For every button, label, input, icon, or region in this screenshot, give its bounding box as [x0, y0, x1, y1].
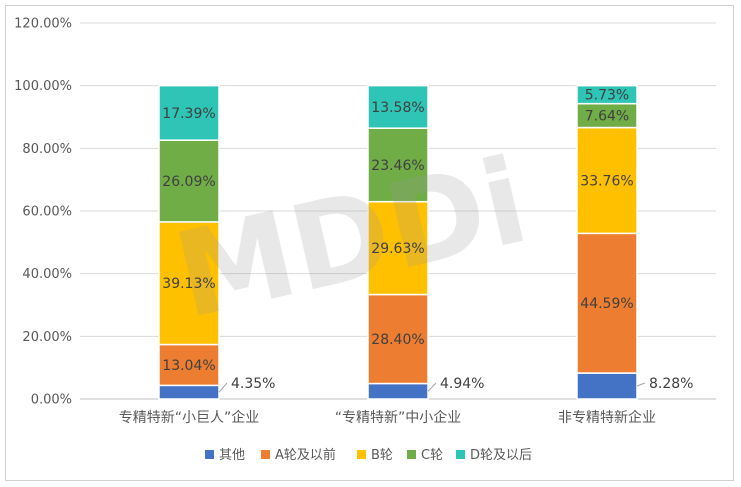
- bars: [158, 84, 638, 400]
- legend-label: A轮及以前: [275, 447, 336, 463]
- x-category-label: 非专精特新企业: [558, 409, 656, 426]
- legend-label: B轮: [371, 448, 393, 463]
- bar-segment: [367, 127, 429, 203]
- legend-label: 其他: [219, 448, 245, 463]
- y-tick-label: 20.00%: [22, 330, 72, 345]
- y-tick-label: 100.00%: [14, 79, 72, 94]
- x-axis: 专精特新“小巨人”企业 “专精特新”中小企业 非专精特新企业: [119, 409, 656, 426]
- bar-segment: [576, 84, 638, 105]
- data-label: 28.40%: [371, 332, 424, 348]
- legend-swatch: [261, 450, 270, 459]
- data-label: 23.46%: [371, 158, 424, 174]
- bar-segment: [576, 126, 638, 235]
- bar-segment: [367, 200, 429, 296]
- data-label: 4.94%: [440, 376, 484, 392]
- data-label: 7.64%: [585, 109, 629, 125]
- y-tick-label: 40.00%: [22, 267, 72, 282]
- data-label: 5.73%: [585, 88, 629, 104]
- data-label: 44.59%: [580, 296, 633, 312]
- legend-label: D轮及以后: [470, 448, 532, 463]
- legend: 其他 A轮及以前 B轮 C轮 D轮及以后: [205, 447, 532, 463]
- data-label: 8.28%: [649, 376, 693, 392]
- data-label: 13.04%: [162, 358, 215, 374]
- legend-swatch: [357, 450, 366, 459]
- bar-segment: [367, 293, 429, 385]
- legend-swatch: [456, 450, 465, 459]
- bar-segment: [367, 84, 429, 129]
- legend-label: C轮: [421, 448, 443, 463]
- x-category-label: 专精特新“小巨人”企业: [119, 409, 260, 426]
- data-label: 33.76%: [580, 173, 633, 189]
- data-labels: 4.35% 13.04% 39.13% 26.09% 17.39% 4.94% 28.40%…: [162, 88, 693, 393]
- bar-segment: [158, 384, 220, 400]
- y-tick-label: 120.00%: [14, 17, 72, 32]
- y-axis: 0.00% 20.00% 40.00% 60.00% 80.00% 100.00% 120.…: [14, 17, 72, 408]
- leader-line: [427, 382, 437, 392]
- bar-segment: [158, 221, 220, 346]
- data-label: 17.39%: [162, 106, 215, 122]
- y-tick-label: 0.00%: [31, 393, 72, 408]
- legend-swatch: [205, 450, 214, 459]
- data-label: 26.09%: [162, 174, 215, 190]
- bar-segment: [576, 372, 638, 400]
- legend-swatch: [407, 450, 416, 459]
- x-category-label: “专精特新”中小企业: [335, 409, 462, 426]
- y-tick-label: 80.00%: [22, 142, 72, 157]
- y-tick-label: 60.00%: [22, 205, 72, 220]
- data-label: 29.63%: [371, 241, 424, 257]
- data-label: 39.13%: [162, 276, 215, 292]
- leader-line: [636, 382, 646, 387]
- leader-line: [218, 382, 228, 393]
- data-label: 13.58%: [371, 100, 424, 116]
- data-label: 4.35%: [231, 376, 275, 392]
- bar-segment: [367, 382, 429, 400]
- bar-segment: [158, 139, 220, 223]
- bar-segment: [158, 84, 220, 141]
